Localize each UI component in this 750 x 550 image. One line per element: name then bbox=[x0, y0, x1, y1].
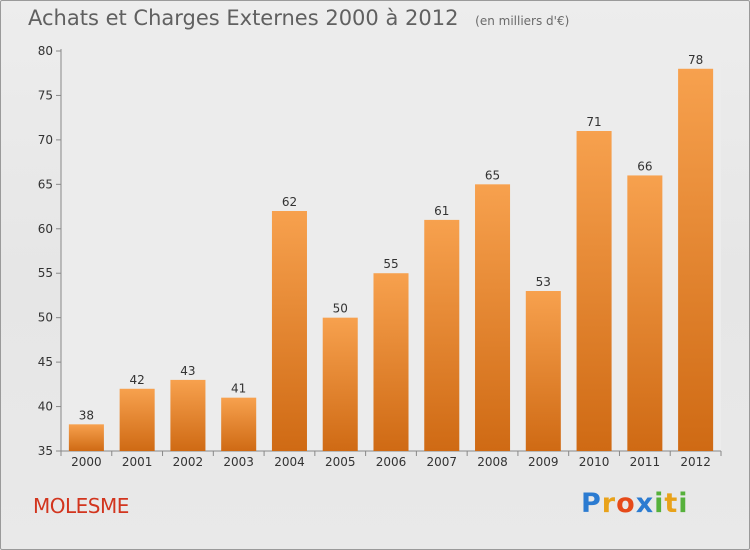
x-tick-label: 2005 bbox=[325, 455, 356, 469]
chart-title: Achats et Charges Externes 2000 à 2012 (… bbox=[28, 6, 569, 30]
bar-value-label: 65 bbox=[485, 168, 500, 182]
x-tick-label: 2011 bbox=[630, 455, 661, 469]
logo-letter: r bbox=[601, 488, 617, 519]
bar bbox=[68, 424, 104, 451]
logo-letter: t bbox=[664, 488, 679, 519]
bar bbox=[221, 397, 257, 451]
y-tick-label: 50 bbox=[38, 311, 53, 325]
bar-value-label: 78 bbox=[688, 53, 703, 67]
commune-name: MOLESME bbox=[33, 494, 129, 518]
x-tick-label: 2010 bbox=[579, 455, 610, 469]
x-tick-label: 2000 bbox=[71, 455, 102, 469]
x-tick-label: 2002 bbox=[173, 455, 204, 469]
bar-value-label: 53 bbox=[536, 275, 551, 289]
x-tick-label: 2008 bbox=[477, 455, 508, 469]
proxiti-logo: Proxiti bbox=[581, 488, 689, 519]
y-tick-label: 65 bbox=[38, 177, 53, 191]
bar bbox=[475, 184, 511, 452]
bar-value-label: 50 bbox=[333, 302, 348, 316]
x-tick-label: 2012 bbox=[680, 455, 711, 469]
x-tick-label: 2007 bbox=[426, 455, 457, 469]
bar-value-label: 38 bbox=[79, 408, 94, 422]
bar bbox=[678, 68, 714, 452]
chart-unit: (en milliers d'€) bbox=[475, 14, 570, 28]
bar-value-label: 61 bbox=[434, 204, 449, 218]
logo-letter: o bbox=[616, 488, 636, 519]
y-tick-label: 35 bbox=[38, 444, 53, 458]
bar-value-label: 55 bbox=[383, 257, 398, 271]
logo-letter: P bbox=[581, 488, 602, 519]
y-tick-label: 75 bbox=[38, 88, 53, 102]
bar-value-label: 62 bbox=[282, 195, 297, 209]
x-tick-label: 2009 bbox=[528, 455, 559, 469]
logo-letter: i bbox=[678, 488, 689, 519]
y-tick-label: 60 bbox=[38, 222, 53, 236]
y-tick-label: 55 bbox=[38, 266, 53, 280]
bar bbox=[525, 291, 561, 451]
data-labels: 38 42 43 41 62 50 55 61 65 53 71 66 78 bbox=[79, 53, 704, 423]
y-tick-label: 80 bbox=[38, 44, 53, 58]
bar bbox=[271, 211, 307, 451]
x-tick-label: 2004 bbox=[274, 455, 305, 469]
bar bbox=[424, 219, 460, 451]
bar bbox=[322, 317, 358, 451]
y-tick-label: 45 bbox=[38, 355, 53, 369]
bar-value-label: 71 bbox=[586, 115, 601, 129]
y-tick-label: 70 bbox=[38, 133, 53, 147]
bar-value-label: 42 bbox=[130, 373, 145, 387]
x-tick-label: 2001 bbox=[122, 455, 153, 469]
x-tick-label: 2006 bbox=[376, 455, 407, 469]
bar-value-label: 43 bbox=[180, 364, 195, 378]
bars bbox=[68, 68, 714, 452]
bar bbox=[373, 273, 409, 451]
logo-letter: i bbox=[654, 488, 665, 519]
bar bbox=[627, 175, 663, 451]
bar bbox=[576, 131, 612, 451]
logo-letter: x bbox=[635, 488, 655, 519]
bar-value-label: 66 bbox=[637, 159, 652, 173]
bar bbox=[170, 379, 206, 451]
bar bbox=[119, 388, 155, 451]
bar-value-label: 41 bbox=[231, 382, 246, 396]
chart-title-text: Achats et Charges Externes 2000 à 2012 bbox=[28, 6, 459, 30]
x-tick-label: 2003 bbox=[223, 455, 254, 469]
y-tick-label: 40 bbox=[38, 400, 53, 414]
